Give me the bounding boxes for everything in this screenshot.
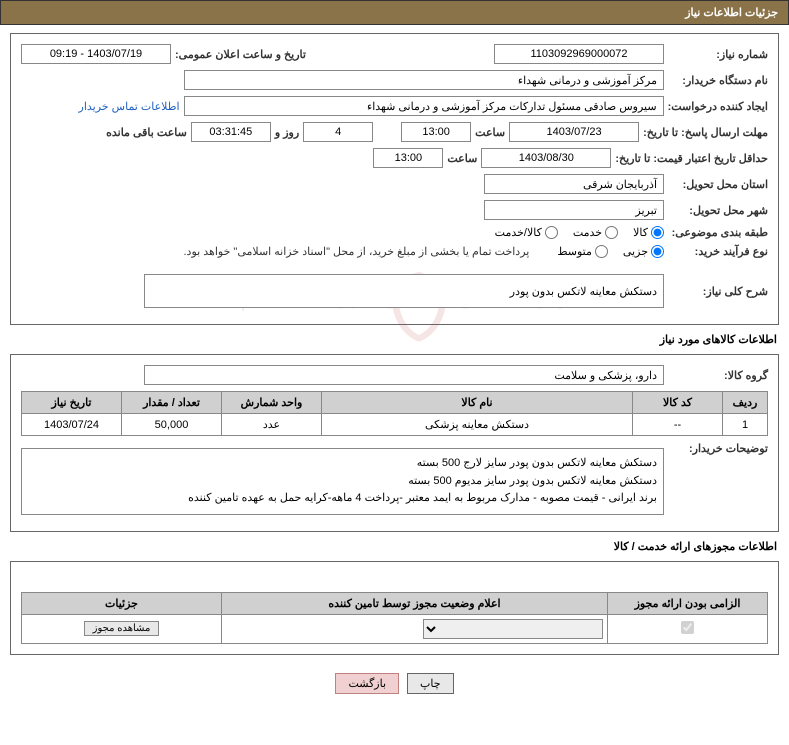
deadline-hour-field: 13:00 bbox=[401, 122, 471, 142]
payment-note: پرداخت تمام یا بخشی از مبلغ خرید، از محل… bbox=[184, 245, 530, 258]
status-select[interactable] bbox=[423, 619, 603, 639]
summary-label: شرح کلی نیاز: bbox=[668, 285, 768, 298]
view-permit-button[interactable]: مشاهده مجوز bbox=[84, 621, 160, 636]
col-unit: واحد شمارش bbox=[222, 392, 322, 414]
days-field: 4 bbox=[303, 122, 373, 142]
col-mandatory: الزامی بودن ارائه مجوز bbox=[608, 592, 768, 614]
goods-section-title: اطلاعات کالاهای مورد نیاز bbox=[12, 333, 777, 346]
cell-name: دستکش معاینه پزشکی bbox=[322, 414, 633, 436]
permit-row: مشاهده مجوز bbox=[22, 614, 768, 643]
back-button[interactable]: بازگشت bbox=[335, 673, 399, 694]
hour-label-2: ساعت bbox=[447, 152, 477, 165]
province-field: آذربایجان شرقی bbox=[484, 174, 664, 194]
col-name: نام کالا bbox=[322, 392, 633, 414]
remain-label: ساعت باقی مانده bbox=[106, 126, 187, 139]
summary-field: دستکش معاینه لاتکس بدون پودر bbox=[144, 274, 664, 308]
days-label: روز و bbox=[275, 126, 299, 139]
cat-goods-radio[interactable] bbox=[651, 226, 664, 239]
cat-service-radio[interactable] bbox=[605, 226, 618, 239]
cell-qty: 50,000 bbox=[122, 414, 222, 436]
process-group: جزیی متوسط bbox=[557, 245, 664, 258]
cat-both-label: کالا/خدمت bbox=[495, 226, 542, 239]
deadline-date-field: 1403/07/23 bbox=[509, 122, 639, 142]
cell-date: 1403/07/24 bbox=[22, 414, 122, 436]
buyer-contact-link[interactable]: اطلاعات تماس خریدار bbox=[79, 100, 180, 113]
col-code: کد کالا bbox=[633, 392, 723, 414]
desc-line-3: برند ایرانی - قیمت مصوبه - مدارک مربوط ب… bbox=[28, 490, 657, 508]
announce-field: 1403/07/19 - 09:19 bbox=[21, 44, 171, 64]
permits-table: الزامی بودن ارائه مجوز اعلام وضعیت مجوز … bbox=[21, 592, 768, 644]
requester-field: سیروس صادقی مسئول تدارکات مرکز آموزشی و … bbox=[184, 96, 664, 116]
group-label: گروه کالا: bbox=[668, 369, 768, 382]
process-label: نوع فرآیند خرید: bbox=[668, 245, 768, 258]
desc-label: توضیحات خریدار: bbox=[668, 442, 768, 455]
cell-row: 1 bbox=[723, 414, 768, 436]
need-info-section: شماره نیاز: 1103092969000072 تاریخ و ساع… bbox=[10, 33, 779, 325]
proc-small-label: جزیی bbox=[623, 245, 648, 258]
validity-label: حداقل تاریخ اعتبار قیمت: تا تاریخ: bbox=[615, 152, 768, 165]
col-details: جزئیات bbox=[22, 592, 222, 614]
proc-medium-label: متوسط bbox=[557, 245, 592, 258]
countdown-field: 03:31:45 bbox=[191, 122, 271, 142]
col-qty: تعداد / مقدار bbox=[122, 392, 222, 414]
group-field: دارو، پزشکی و سلامت bbox=[144, 365, 664, 385]
deadline-label: مهلت ارسال پاسخ: تا تاریخ: bbox=[643, 126, 768, 139]
buyer-desc-box: دستکش معاینه لاتکس بدون پودر سایز لارج 5… bbox=[21, 448, 664, 515]
table-row: 1 -- دستکش معاینه پزشکی عدد 50,000 1403/… bbox=[22, 414, 768, 436]
proc-small-radio[interactable] bbox=[651, 245, 664, 258]
city-label: شهر محل تحویل: bbox=[668, 204, 768, 217]
cell-unit: عدد bbox=[222, 414, 322, 436]
need-no-label: شماره نیاز: bbox=[668, 48, 768, 61]
col-status: اعلام وضعیت مجوز توسط تامین کننده bbox=[222, 592, 608, 614]
city-field: تبریز bbox=[484, 200, 664, 220]
hour-label-1: ساعت bbox=[475, 126, 505, 139]
proc-medium-radio[interactable] bbox=[595, 245, 608, 258]
requester-label: ایجاد کننده درخواست: bbox=[668, 100, 768, 113]
button-row: چاپ بازگشت bbox=[0, 663, 789, 704]
need-no-field: 1103092969000072 bbox=[494, 44, 664, 64]
col-row: ردیف bbox=[723, 392, 768, 414]
buyer-org-field: مرکز آموزشی و درمانی شهداء bbox=[184, 70, 664, 90]
desc-line-2: دستکش معاینه لاتکس بدون پودر سایز مدیوم … bbox=[28, 473, 657, 491]
goods-section: گروه کالا: دارو، پزشکی و سلامت ردیف کد ک… bbox=[10, 354, 779, 532]
col-date: تاریخ نیاز bbox=[22, 392, 122, 414]
category-group: کالا خدمت کالا/خدمت bbox=[495, 226, 664, 239]
print-button[interactable]: چاپ bbox=[407, 673, 454, 694]
mandatory-checkbox bbox=[681, 621, 694, 634]
permits-section-title: اطلاعات مجوزهای ارائه خدمت / کالا bbox=[12, 540, 777, 553]
validity-date-field: 1403/08/30 bbox=[481, 148, 611, 168]
desc-line-1: دستکش معاینه لاتکس بدون پودر سایز لارج 5… bbox=[28, 455, 657, 473]
page-header: جزئیات اطلاعات نیاز bbox=[0, 0, 789, 25]
category-label: طبقه بندی موضوعی: bbox=[668, 226, 768, 239]
cat-goods-label: کالا bbox=[633, 226, 648, 239]
validity-hour-field: 13:00 bbox=[373, 148, 443, 168]
cat-service-label: خدمت bbox=[573, 226, 602, 239]
buyer-org-label: نام دستگاه خریدار: bbox=[668, 74, 768, 87]
province-label: استان محل تحویل: bbox=[668, 178, 768, 191]
cell-code: -- bbox=[633, 414, 723, 436]
cat-both-radio[interactable] bbox=[545, 226, 558, 239]
goods-table: ردیف کد کالا نام کالا واحد شمارش تعداد /… bbox=[21, 391, 768, 436]
announce-label: تاریخ و ساعت اعلان عمومی: bbox=[175, 48, 306, 61]
permits-section: الزامی بودن ارائه مجوز اعلام وضعیت مجوز … bbox=[10, 561, 779, 655]
